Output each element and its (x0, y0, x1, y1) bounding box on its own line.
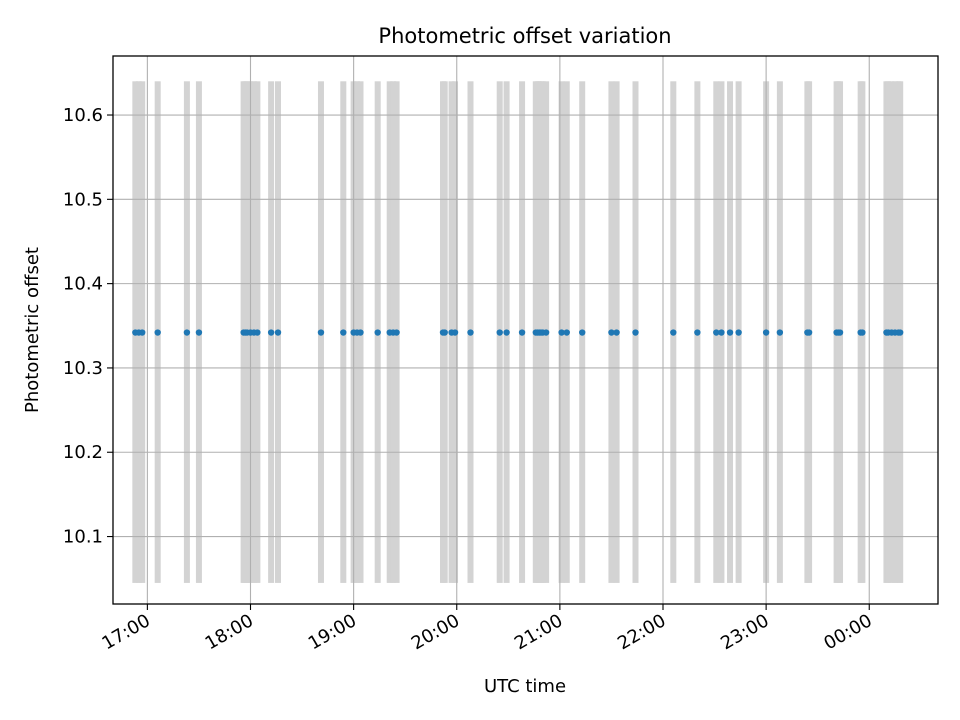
y-tick-label-4: 10.5 (63, 189, 103, 210)
data-point-0-19 (374, 329, 381, 336)
data-point-0-30 (518, 329, 526, 336)
data-point-0-18 (357, 329, 364, 336)
data-point-0-38 (563, 329, 570, 336)
y-axis: 10.1 10.2 10.3 10.4 10.5 10.6 (63, 105, 113, 548)
y-tick-label-2: 10.3 (63, 358, 103, 379)
data-point-0-15 (340, 329, 347, 336)
data-point-0-41 (613, 329, 620, 336)
data-point-0-26 (451, 329, 459, 336)
data-point-0-24 (441, 329, 448, 336)
data-point-0-5 (195, 329, 203, 336)
data-point-0-40 (608, 329, 615, 336)
data-point-0-4 (183, 329, 191, 336)
data-point-0-13 (274, 329, 282, 336)
data-point-0-42 (632, 329, 639, 336)
data-point-0-63 (896, 329, 904, 336)
data-point-0-50 (776, 329, 784, 336)
y-axis-label: Photometric offset (22, 247, 43, 413)
data-point-0-22 (393, 329, 400, 336)
data-point-0-36 (542, 329, 550, 336)
data-point-0-55 (836, 329, 844, 336)
x-axis-label: UTC time (484, 676, 566, 697)
data-point-0-49 (762, 329, 770, 336)
data-point-0-3 (154, 329, 161, 336)
data-point-0-11 (254, 329, 261, 336)
data-point-0-46 (718, 329, 725, 336)
data-point-0-45 (713, 329, 720, 336)
plot-frame (112, 55, 939, 605)
data-point-0-48 (735, 329, 742, 336)
data-point-0-12 (267, 329, 275, 336)
data-point-0-27 (467, 329, 474, 336)
data-point-0-47 (726, 329, 734, 336)
y-tick-label-1: 10.2 (63, 442, 103, 463)
data-points (132, 329, 904, 336)
data-point-0-37 (558, 329, 565, 336)
data-point-0-44 (694, 329, 701, 336)
data-point-0-2 (139, 329, 146, 336)
data-point-0-57 (859, 329, 866, 336)
y-tick-label-5: 10.6 (63, 105, 103, 126)
data-point-0-28 (496, 329, 503, 336)
y-tick-label-0: 10.1 (63, 527, 103, 548)
data-point-0-14 (317, 329, 325, 336)
data-point-0-43 (670, 329, 677, 336)
data-point-0-29 (503, 329, 510, 336)
y-tick-label-3: 10.4 (63, 274, 103, 295)
data-point-0-52 (805, 329, 813, 336)
data-point-0-39 (579, 329, 586, 336)
chart-title: Photometric offset variation (378, 24, 671, 48)
